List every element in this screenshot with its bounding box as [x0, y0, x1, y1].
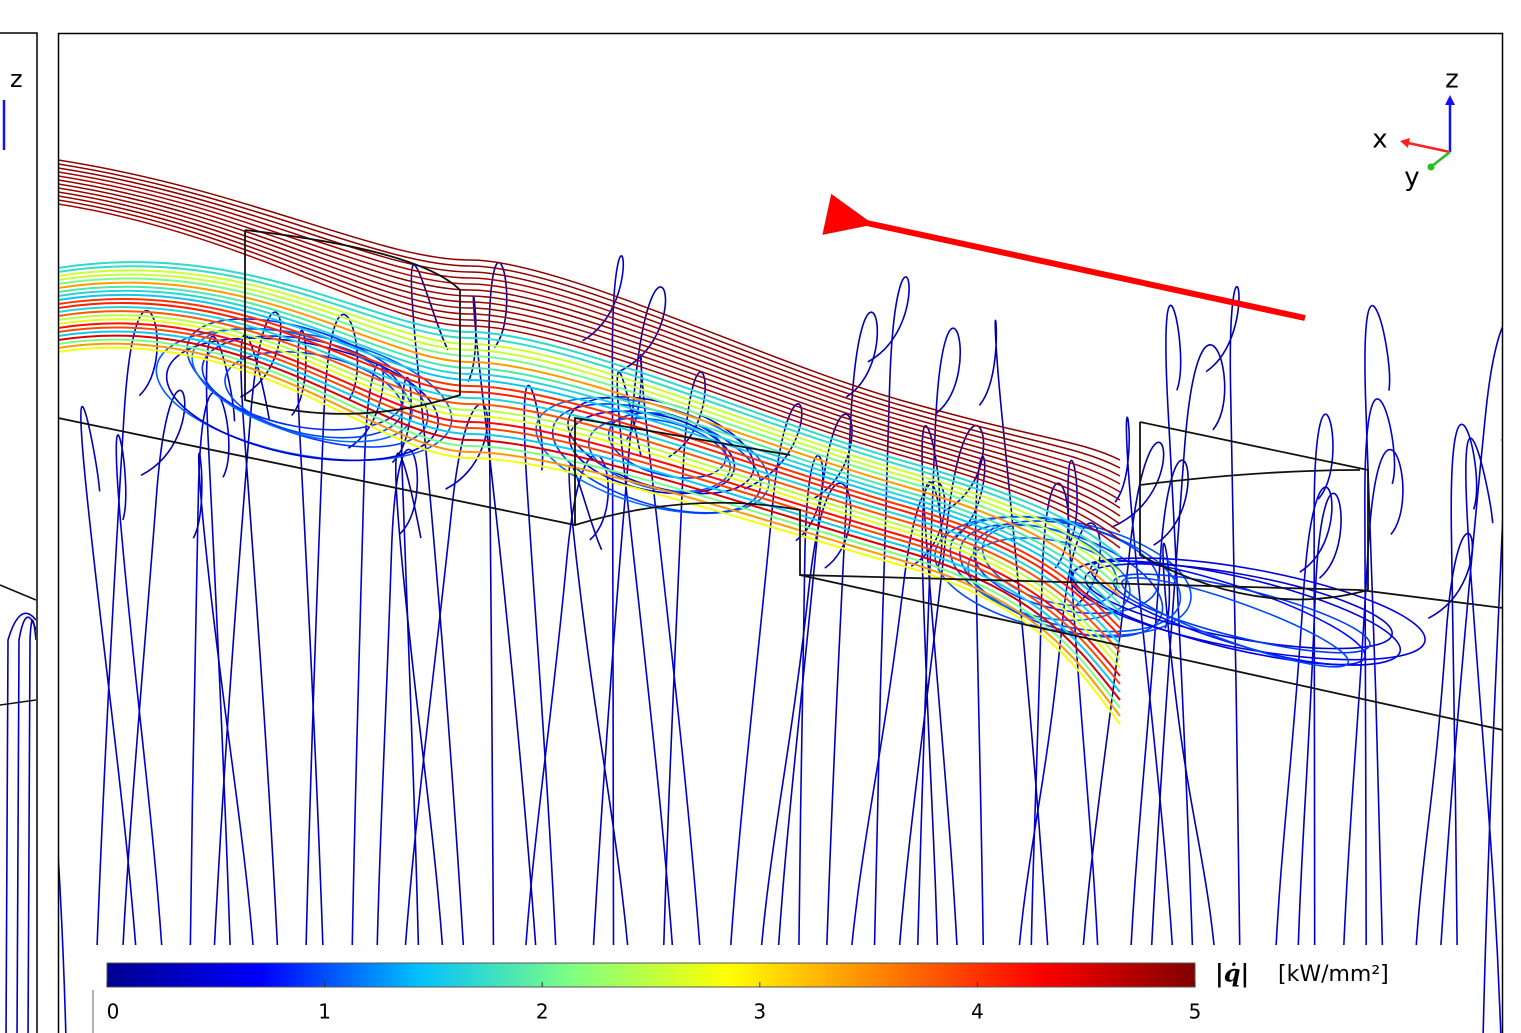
colorbar-tick-label: 0 [107, 1000, 120, 1024]
streamline [524, 385, 559, 1033]
right-panel-border [59, 34, 1503, 1033]
streamline [979, 320, 1053, 1033]
streamline-loop [1082, 541, 1373, 684]
streamline [58, 204, 1120, 548]
flow-arrow [862, 222, 1305, 318]
streamline [6, 613, 36, 1033]
streamline [17, 617, 36, 1033]
figure: z z x y 0 1 2 3 4 5 |q̇| [kW/mm²] [0, 0, 1521, 1033]
streamline [1115, 417, 1178, 1033]
streamline [1451, 424, 1476, 1033]
streamline [189, 392, 229, 1033]
colorbar-tick-label: 2 [536, 1000, 549, 1024]
colorbar-tick-label: 4 [971, 1000, 984, 1024]
triad-z-label: z [1445, 65, 1459, 95]
streamline [58, 278, 1120, 588]
colorbar: 0 1 2 3 4 5 |q̇| [kW/mm²] [90, 945, 1470, 1033]
streamline [28, 620, 36, 1033]
streamline [1365, 306, 1390, 1033]
streamline [1147, 345, 1224, 1033]
streamline [116, 435, 167, 1033]
colorbar-gradient [107, 963, 1195, 987]
streamline [1466, 438, 1501, 1033]
triad: z x y [1372, 65, 1459, 193]
colorbar-tick-label: 1 [318, 1000, 331, 1024]
left-triad: z [4, 65, 23, 150]
streamline [489, 263, 507, 1033]
colorbar-unit: [kW/mm²] [1278, 962, 1389, 987]
streamline [1314, 414, 1333, 1033]
geometry-edge [800, 575, 1503, 608]
streamline [241, 335, 282, 1033]
streamline [868, 277, 909, 1033]
streamline [81, 407, 142, 1033]
colorbar-tick-label: 3 [753, 1000, 766, 1024]
colorbar-quantity: |q̇| [1215, 959, 1249, 988]
colorbar-tick-label: 5 [1189, 1000, 1202, 1024]
right-panel [23, 160, 1521, 1033]
colorbar-box [90, 945, 1470, 1033]
triad-z-label: z [10, 65, 23, 93]
streamline [94, 311, 157, 1033]
triad-x-label: x [1372, 125, 1387, 155]
streamline [58, 262, 1120, 556]
streamline [1077, 442, 1164, 1033]
streamline [118, 390, 184, 1033]
triad-y-label: y [1404, 163, 1419, 193]
left-panel [0, 585, 36, 1033]
